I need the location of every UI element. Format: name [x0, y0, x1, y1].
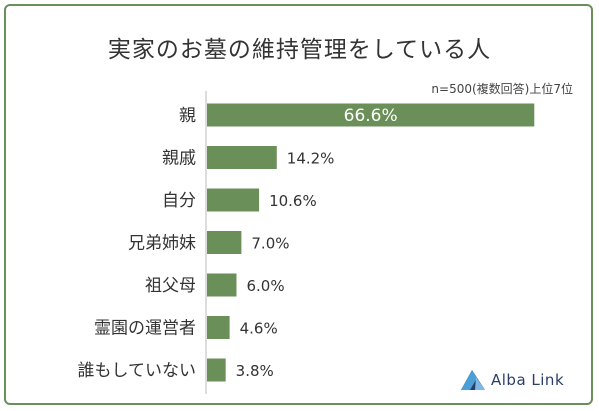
value-label: 7.0% [251, 235, 289, 253]
bar [207, 358, 226, 382]
bar [207, 316, 230, 339]
bar [207, 103, 535, 127]
bar [207, 273, 237, 297]
category-label: 親 [179, 106, 196, 126]
bar [207, 188, 260, 212]
category-label: 霊園の運営者 [94, 319, 196, 339]
brand-logo: Alba Link [461, 368, 581, 394]
category-label: 兄弟姉妹 [128, 234, 196, 254]
category-label: 誰もしていない [78, 361, 197, 381]
bar [207, 231, 242, 254]
value-label: 6.0% [246, 277, 284, 295]
category-label: 親戚 [162, 149, 196, 169]
brand-name: Alba Link [491, 371, 565, 389]
triangle-mountain-icon [461, 370, 485, 390]
value-label: 3.8% [236, 362, 274, 380]
category-label: 自分 [162, 191, 196, 211]
sample-note: n=500(複数回答)上位7位 [431, 82, 573, 96]
chart-title: 実家のお墓の維持管理をしている人 [107, 37, 492, 63]
chart-frame [4, 4, 593, 405]
value-label: 10.6% [269, 192, 317, 210]
value-label: 4.6% [240, 320, 278, 338]
value-label: 14.2% [287, 150, 335, 168]
value-label: 66.6% [344, 106, 398, 126]
bar [207, 146, 277, 169]
category-label: 祖父母 [145, 276, 196, 296]
